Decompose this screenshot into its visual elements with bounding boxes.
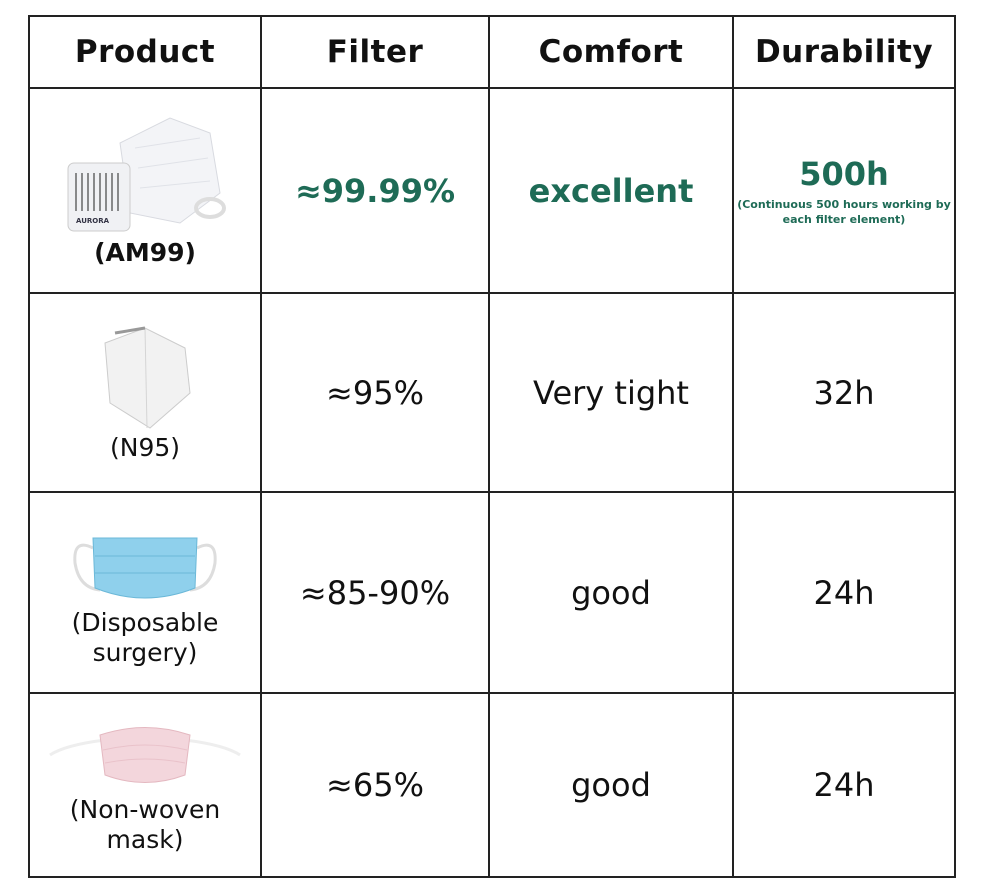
table-row: AURORA (AM99) ≈99.99% excellent 500h (Co… (28, 87, 956, 294)
durability-value: 24h (732, 692, 956, 878)
product-cell: AURORA (AM99) (28, 87, 262, 294)
comfort-value: Very tight (488, 292, 734, 493)
product-name: (Non-woven mask) (69, 795, 221, 854)
filter-value: ≈99.99% (260, 87, 490, 294)
aurora-am99-mask-image: AURORA (67, 117, 226, 232)
aurora-logo: AURORA (76, 217, 110, 225)
n95-mask-image (104, 326, 191, 429)
comfort-value: good (488, 491, 734, 694)
product-cell: (Disposable surgery) (28, 491, 262, 694)
product-cell: (Non-woven mask) (28, 692, 262, 878)
product-name: (N95) (109, 432, 181, 462)
header-comfort: Comfort (488, 15, 734, 89)
filter-value: ≈95% (260, 292, 490, 493)
table-row: (N95) ≈95% Very tight 32h (28, 292, 956, 493)
filter-value: ≈85-90% (260, 491, 490, 694)
table-row: (Non-woven mask) ≈65% good 24h (28, 692, 956, 878)
header-product: Product (28, 15, 262, 89)
header-durability: Durability (732, 15, 956, 89)
non-woven-mask-image (49, 727, 241, 783)
filter-value: ≈65% (260, 692, 490, 878)
comfort-value: good (488, 692, 734, 878)
durability-value: 32h (732, 292, 956, 493)
product-name: (AM99) (94, 238, 196, 267)
header-filter: Filter (260, 15, 490, 89)
comfort-value: excellent (488, 87, 734, 294)
durability-value: 500h (799, 154, 889, 193)
table-row: (Disposable surgery) ≈85-90% good 24h (28, 491, 956, 694)
durability-note: (Continuous 500 hours working by each fi… (737, 197, 951, 226)
mask-comparison-table: Product Filter Comfort Durability AURORA… (28, 15, 956, 878)
durability-value: 24h (732, 491, 956, 694)
surgical-mask-image (73, 537, 217, 598)
durability-cell: 500h (Continuous 500 hours working by ea… (732, 87, 956, 294)
header-row: Product Filter Comfort Durability (28, 15, 956, 89)
product-name: (Disposable surgery) (71, 607, 219, 667)
product-cell: (N95) (28, 292, 262, 493)
